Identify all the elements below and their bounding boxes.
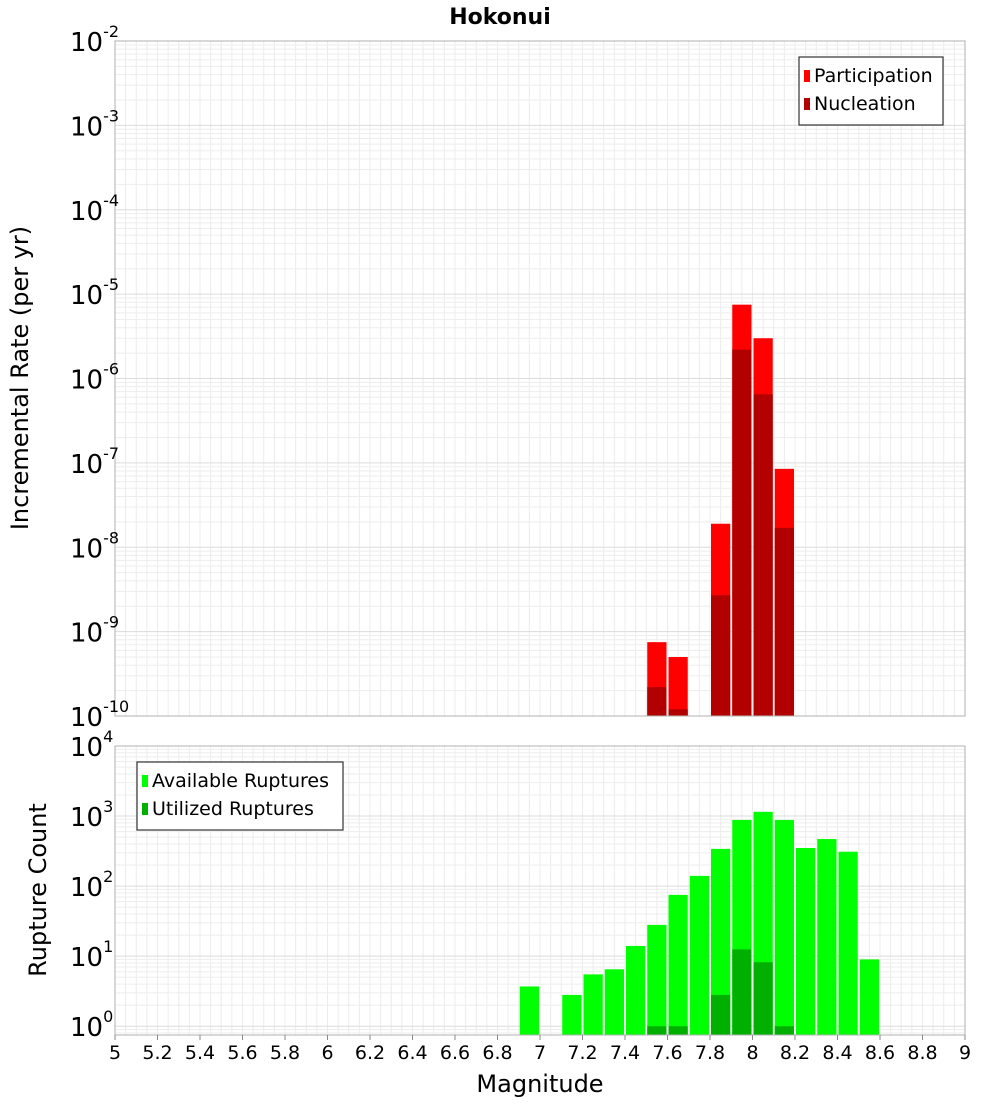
bar-available-ruptures-3	[604, 969, 624, 1035]
bottom-plot-area: 100 101 102 103 104 5 5.2 5.4 5.6 5.8 6 6.2 6.4 6.6 6.…	[70, 727, 971, 1064]
x-tick-label-0: 5	[109, 1042, 121, 1064]
legend: Available Ruptures Utilized Ruptures	[136, 761, 344, 831]
y-tick-label-5: 10-5	[70, 275, 119, 311]
y-tick-label-2: 10-8	[70, 528, 119, 564]
x-tick-label-3: 5.6	[227, 1042, 257, 1064]
bar-nucleation-5	[774, 527, 794, 716]
legend-label-participation: Participation	[814, 65, 933, 87]
y-tick-label-0: 100	[70, 1007, 113, 1043]
legend-swatch-participation	[804, 70, 810, 82]
bar-available-ruptures-5	[647, 924, 667, 1035]
y-tick-label-4: 10-6	[70, 360, 119, 396]
x-tick-label-12: 7.4	[610, 1042, 640, 1064]
bar-utilized-ruptures-2	[711, 994, 731, 1035]
legend-swatch-nucleation	[804, 98, 810, 110]
x-tick-labels: 5 5.2 5.4 5.6 5.8 6 6.2 6.4 6.6 6.8 7 7.2 7.4 7.6 7.8 8…	[109, 1035, 971, 1064]
bar-available-ruptures-13	[817, 839, 837, 1035]
legend-label-nucleation: Nucleation	[814, 93, 916, 115]
y-tick-labels: 10-10 10-9 10-8 10-7 10-6 10-5 10-4 10-3 10-2	[70, 22, 129, 733]
bar-available-ruptures-2	[583, 974, 603, 1035]
series-nucleation	[647, 349, 794, 716]
bar-available-ruptures-15	[859, 959, 879, 1035]
bar-nucleation-1	[668, 709, 688, 716]
x-tick-label-18: 8.6	[865, 1042, 895, 1064]
legend-swatch-available-ruptures	[142, 775, 148, 787]
y-tick-labels: 100 101 102 103 104	[70, 727, 113, 1043]
bottom-y-axis-label: Rupture Count	[24, 803, 52, 977]
x-tick-label-8: 6.6	[440, 1042, 470, 1064]
x-tick-label-16: 8.2	[780, 1042, 810, 1064]
y-tick-label-1: 101	[70, 937, 113, 973]
series-utilized-ruptures	[647, 949, 794, 1035]
bar-utilized-ruptures-1	[668, 1026, 688, 1035]
y-tick-label-0: 10-10	[70, 697, 129, 733]
x-tick-label-13: 7.6	[652, 1042, 682, 1064]
bar-nucleation-3	[732, 349, 752, 716]
x-tick-label-1: 5.2	[142, 1042, 172, 1064]
x-tick-label-19: 8.8	[907, 1042, 937, 1064]
top-y-axis-label: Incremental Rate (per yr)	[6, 226, 34, 530]
x-tick-label-15: 8	[746, 1042, 758, 1064]
bar-available-ruptures-8	[711, 848, 731, 1035]
legend-label-available-ruptures: Available Ruptures	[152, 770, 329, 792]
legend-box	[798, 56, 944, 126]
y-tick-label-8: 10-2	[70, 22, 119, 58]
bar-available-ruptures-7	[689, 875, 709, 1035]
y-tick-label-3: 103	[70, 797, 113, 833]
bar-utilized-ruptures-0	[647, 1026, 667, 1035]
x-tick-label-6: 6.2	[355, 1042, 385, 1064]
x-tick-label-2: 5.4	[185, 1042, 215, 1064]
x-tick-label-7: 6.4	[397, 1042, 427, 1064]
bar-available-ruptures-6	[668, 894, 688, 1035]
y-tick-label-7: 10-3	[70, 106, 119, 142]
x-tick-label-20: 9	[959, 1042, 971, 1064]
plot-frame	[114, 40, 966, 717]
bar-nucleation-2	[711, 595, 731, 716]
bar-available-ruptures-14	[838, 851, 858, 1035]
x-tick-label-11: 7.2	[567, 1042, 597, 1064]
x-tick-label-9: 6.8	[482, 1042, 512, 1064]
x-tick-label-5: 6	[321, 1042, 333, 1064]
bar-available-ruptures-1	[562, 994, 582, 1035]
legend-label-utilized-ruptures: Utilized Ruptures	[152, 798, 314, 820]
bar-nucleation-4	[753, 394, 773, 716]
legend: Participation Nucleation	[798, 56, 944, 126]
chart-title: Hokonui	[449, 5, 551, 30]
x-tick-label-10: 7	[534, 1042, 546, 1064]
series-available-ruptures	[519, 811, 879, 1035]
legend-swatch-utilized-ruptures	[142, 803, 148, 815]
bar-utilized-ruptures-3	[732, 949, 752, 1035]
x-axis-label: Magnitude	[476, 1070, 603, 1098]
y-tick-label-2: 102	[70, 867, 113, 903]
bar-utilized-ruptures-5	[774, 1026, 794, 1035]
x-tick-label-14: 7.8	[695, 1042, 725, 1064]
legend-box	[136, 761, 344, 831]
bar-utilized-ruptures-4	[753, 962, 773, 1035]
y-tick-label-3: 10-7	[70, 444, 119, 480]
y-tick-label-6: 10-4	[70, 191, 119, 227]
y-tick-label-4: 104	[70, 727, 113, 763]
bar-available-ruptures-4	[626, 945, 646, 1035]
grid-lines	[114, 41, 966, 717]
bar-available-ruptures-12	[796, 848, 816, 1035]
y-tick-label-1: 10-9	[70, 613, 119, 649]
bar-available-ruptures-11	[774, 819, 794, 1035]
bar-participation-1	[668, 657, 688, 716]
bar-nucleation-0	[647, 687, 667, 716]
top-plot-area: 10-10 10-9 10-8 10-7 10-6 10-5 10-4 10-3 10-2 Par…	[70, 22, 966, 733]
x-tick-label-4: 5.8	[270, 1042, 300, 1064]
bar-available-ruptures-0	[519, 986, 539, 1035]
x-tick-label-17: 8.4	[822, 1042, 852, 1064]
